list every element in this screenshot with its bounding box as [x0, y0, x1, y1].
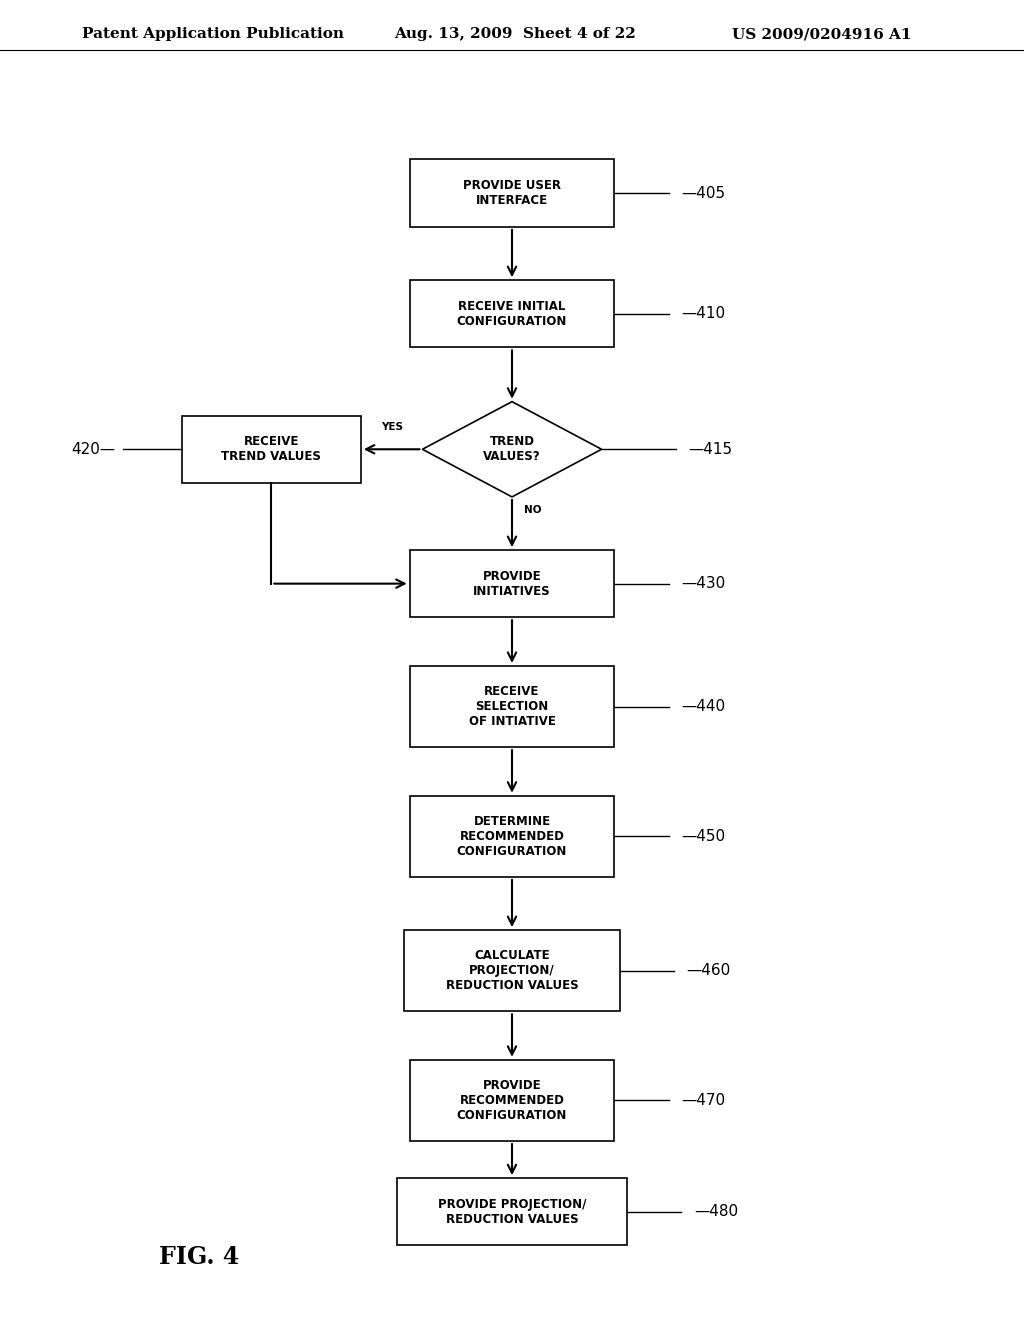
Text: RECEIVE
SELECTION
OF INTIATIVE: RECEIVE SELECTION OF INTIATIVE — [469, 685, 555, 729]
Text: YES: YES — [381, 422, 402, 432]
Text: —410: —410 — [681, 306, 725, 321]
FancyBboxPatch shape — [410, 665, 614, 747]
Text: 420—: 420— — [71, 442, 116, 457]
FancyBboxPatch shape — [404, 931, 620, 1011]
Text: —430: —430 — [681, 576, 725, 591]
Text: US 2009/0204916 A1: US 2009/0204916 A1 — [732, 28, 911, 41]
Text: PROVIDE PROJECTION/
REDUCTION VALUES: PROVIDE PROJECTION/ REDUCTION VALUES — [438, 1197, 586, 1226]
FancyBboxPatch shape — [410, 796, 614, 876]
FancyBboxPatch shape — [410, 280, 614, 347]
Text: PROVIDE
INITIATIVES: PROVIDE INITIATIVES — [473, 570, 551, 598]
FancyBboxPatch shape — [410, 1060, 614, 1140]
FancyBboxPatch shape — [410, 160, 614, 227]
Polygon shape — [422, 401, 602, 496]
Text: DETERMINE
RECOMMENDED
CONFIGURATION: DETERMINE RECOMMENDED CONFIGURATION — [457, 814, 567, 858]
FancyBboxPatch shape — [182, 416, 361, 483]
FancyBboxPatch shape — [397, 1179, 627, 1246]
Text: —460: —460 — [686, 964, 730, 978]
Text: RECEIVE
TREND VALUES: RECEIVE TREND VALUES — [221, 436, 322, 463]
Text: CALCULATE
PROJECTION/
REDUCTION VALUES: CALCULATE PROJECTION/ REDUCTION VALUES — [445, 949, 579, 993]
Text: RECEIVE INITIAL
CONFIGURATION: RECEIVE INITIAL CONFIGURATION — [457, 300, 567, 327]
Text: NO: NO — [524, 504, 542, 515]
Text: Patent Application Publication: Patent Application Publication — [82, 28, 344, 41]
Text: PROVIDE
RECOMMENDED
CONFIGURATION: PROVIDE RECOMMENDED CONFIGURATION — [457, 1078, 567, 1122]
Text: Aug. 13, 2009  Sheet 4 of 22: Aug. 13, 2009 Sheet 4 of 22 — [394, 28, 636, 41]
Text: —440: —440 — [681, 700, 725, 714]
Text: —415: —415 — [688, 442, 733, 457]
Text: —480: —480 — [694, 1204, 738, 1220]
Text: FIG. 4: FIG. 4 — [159, 1245, 239, 1269]
Text: TREND
VALUES?: TREND VALUES? — [483, 436, 541, 463]
Text: —405: —405 — [681, 186, 725, 201]
Text: —470: —470 — [681, 1093, 725, 1107]
FancyBboxPatch shape — [410, 550, 614, 618]
Text: PROVIDE USER
INTERFACE: PROVIDE USER INTERFACE — [463, 180, 561, 207]
Text: —450: —450 — [681, 829, 725, 843]
